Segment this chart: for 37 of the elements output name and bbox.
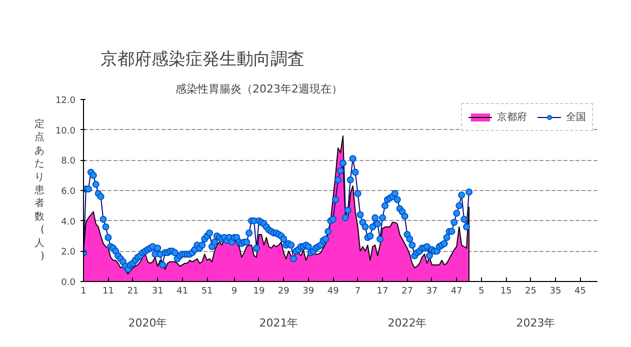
legend-label: 全国 <box>566 111 586 124</box>
x-tick-label: 37 <box>426 286 438 296</box>
chart-title: 京都府感染症発生動向調査 <box>100 50 304 70</box>
x-tick-label: 11 <box>102 286 114 296</box>
x-tick-label: 7 <box>354 286 361 296</box>
x-tick-label: 47 <box>450 286 462 296</box>
x-tick-label: 27 <box>401 286 413 296</box>
text: 定点あたり患者数(人) <box>34 119 44 262</box>
x-tick-label: 35 <box>550 286 562 296</box>
x-tick-label: 31 <box>152 286 164 296</box>
text: 2023年 <box>516 316 556 330</box>
x-tick-label: 25 <box>525 286 537 296</box>
x-tick-label: 19 <box>253 286 265 296</box>
y-tick-label: 10.0 <box>55 126 76 136</box>
x-tick-label: 29 <box>278 286 290 296</box>
x-tick-label: 45 <box>574 286 586 296</box>
x-tick-label: 5 <box>478 286 484 296</box>
x-tick-label: 15 <box>500 286 512 296</box>
y-tick-label: 12.0 <box>55 96 76 106</box>
y-tick-label: 6.0 <box>61 187 76 197</box>
y-tick-label: 8.0 <box>61 156 76 167</box>
text: 2020年 <box>128 316 168 330</box>
x-tick-label: 51 <box>201 286 213 296</box>
y-tick-label: 0.0 <box>61 278 76 288</box>
x-tick-label: 9 <box>231 286 238 296</box>
text: 2021年 <box>259 316 298 330</box>
x-tick-label: 49 <box>327 286 340 296</box>
x-tick-label: 41 <box>176 286 188 296</box>
y-tick-label: 4.0 <box>61 217 76 228</box>
legend-label: 京都府 <box>497 110 527 124</box>
chart-subtitle: 感染性胃腸炎（2023年2週現在） <box>176 82 342 96</box>
text: 2022年 <box>388 316 427 330</box>
x-tick-label: 21 <box>127 286 139 296</box>
x-tick-label: 39 <box>302 286 314 296</box>
y-tick-label: 2.0 <box>61 248 76 258</box>
x-tick-label: 1 <box>80 286 86 296</box>
x-tick-label: 17 <box>376 286 388 296</box>
